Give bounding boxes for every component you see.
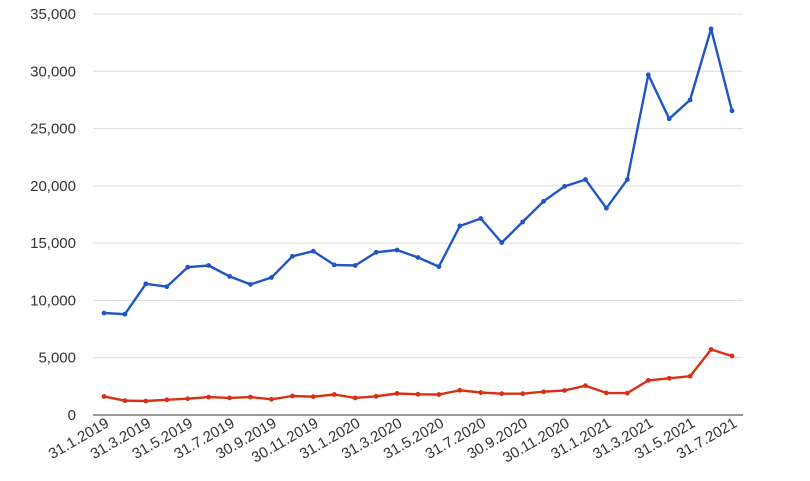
data-point (185, 396, 191, 402)
data-point (269, 275, 274, 280)
data-point (206, 394, 212, 400)
data-point (729, 108, 735, 114)
data-point (687, 97, 693, 103)
data-point (562, 184, 567, 189)
data-point (310, 248, 316, 254)
data-point (269, 396, 274, 402)
data-point (666, 375, 672, 381)
data-point (499, 391, 505, 397)
data-point (645, 377, 651, 383)
y-tick-label: 5,000 (38, 350, 76, 367)
data-point (143, 281, 149, 287)
data-point (604, 390, 609, 396)
data-point (415, 391, 421, 397)
data-point (185, 264, 191, 270)
data-point (520, 391, 526, 397)
data-point (583, 177, 588, 182)
data-point (436, 264, 442, 270)
data-point (373, 249, 379, 255)
data-point (499, 240, 505, 245)
data-point (227, 273, 233, 279)
gridlines (93, 13, 743, 416)
series-1 (101, 26, 735, 317)
data-point (583, 383, 588, 389)
data-point (604, 205, 609, 211)
data-point (310, 394, 316, 400)
x-axis-tick-labels: 31.1.201931.3.201931.5.201931.7.201930.9… (46, 415, 740, 467)
y-tick-label: 20,000 (30, 178, 76, 195)
data-point (373, 393, 379, 399)
data-point (415, 255, 421, 260)
data-point (394, 247, 400, 253)
data-point (331, 262, 337, 268)
data-series (101, 26, 735, 404)
data-point (394, 391, 400, 396)
data-point (624, 177, 630, 182)
data-point (687, 373, 693, 379)
data-point (248, 394, 253, 400)
y-tick-label: 25,000 (30, 121, 76, 138)
data-point (645, 72, 651, 78)
data-point (666, 116, 672, 122)
data-point (122, 398, 128, 404)
data-point (101, 310, 107, 316)
y-axis-tick-labels: 0 5,000 10,000 15,000 20,000 25,000 30,000 35,0… (30, 6, 76, 424)
data-point (624, 390, 630, 396)
data-point (541, 389, 546, 395)
data-point (729, 353, 735, 359)
data-point (122, 311, 128, 317)
data-point (541, 198, 546, 204)
data-point (164, 397, 170, 403)
data-point (436, 392, 442, 397)
data-point (101, 394, 107, 399)
data-point (708, 347, 714, 352)
y-tick-label: 35,000 (30, 6, 76, 23)
data-point (352, 263, 358, 268)
data-point (352, 395, 358, 401)
data-point (562, 388, 567, 393)
data-point (520, 219, 526, 225)
data-point (708, 26, 714, 32)
data-point (331, 392, 337, 397)
data-point (478, 216, 484, 221)
data-point (248, 281, 253, 287)
data-point (290, 393, 295, 399)
data-point (457, 387, 463, 393)
y-tick-label: 10,000 (30, 292, 76, 309)
y-tick-label: 30,000 (30, 63, 76, 80)
data-point (206, 263, 212, 268)
data-point (164, 284, 170, 290)
data-point (290, 253, 295, 259)
data-point (457, 223, 463, 229)
y-tick-label: 15,000 (30, 235, 76, 252)
data-point (143, 398, 149, 404)
series-2 (101, 347, 735, 404)
data-point (478, 390, 484, 395)
y-tick-label: 0 (68, 407, 76, 424)
data-point (227, 395, 233, 401)
